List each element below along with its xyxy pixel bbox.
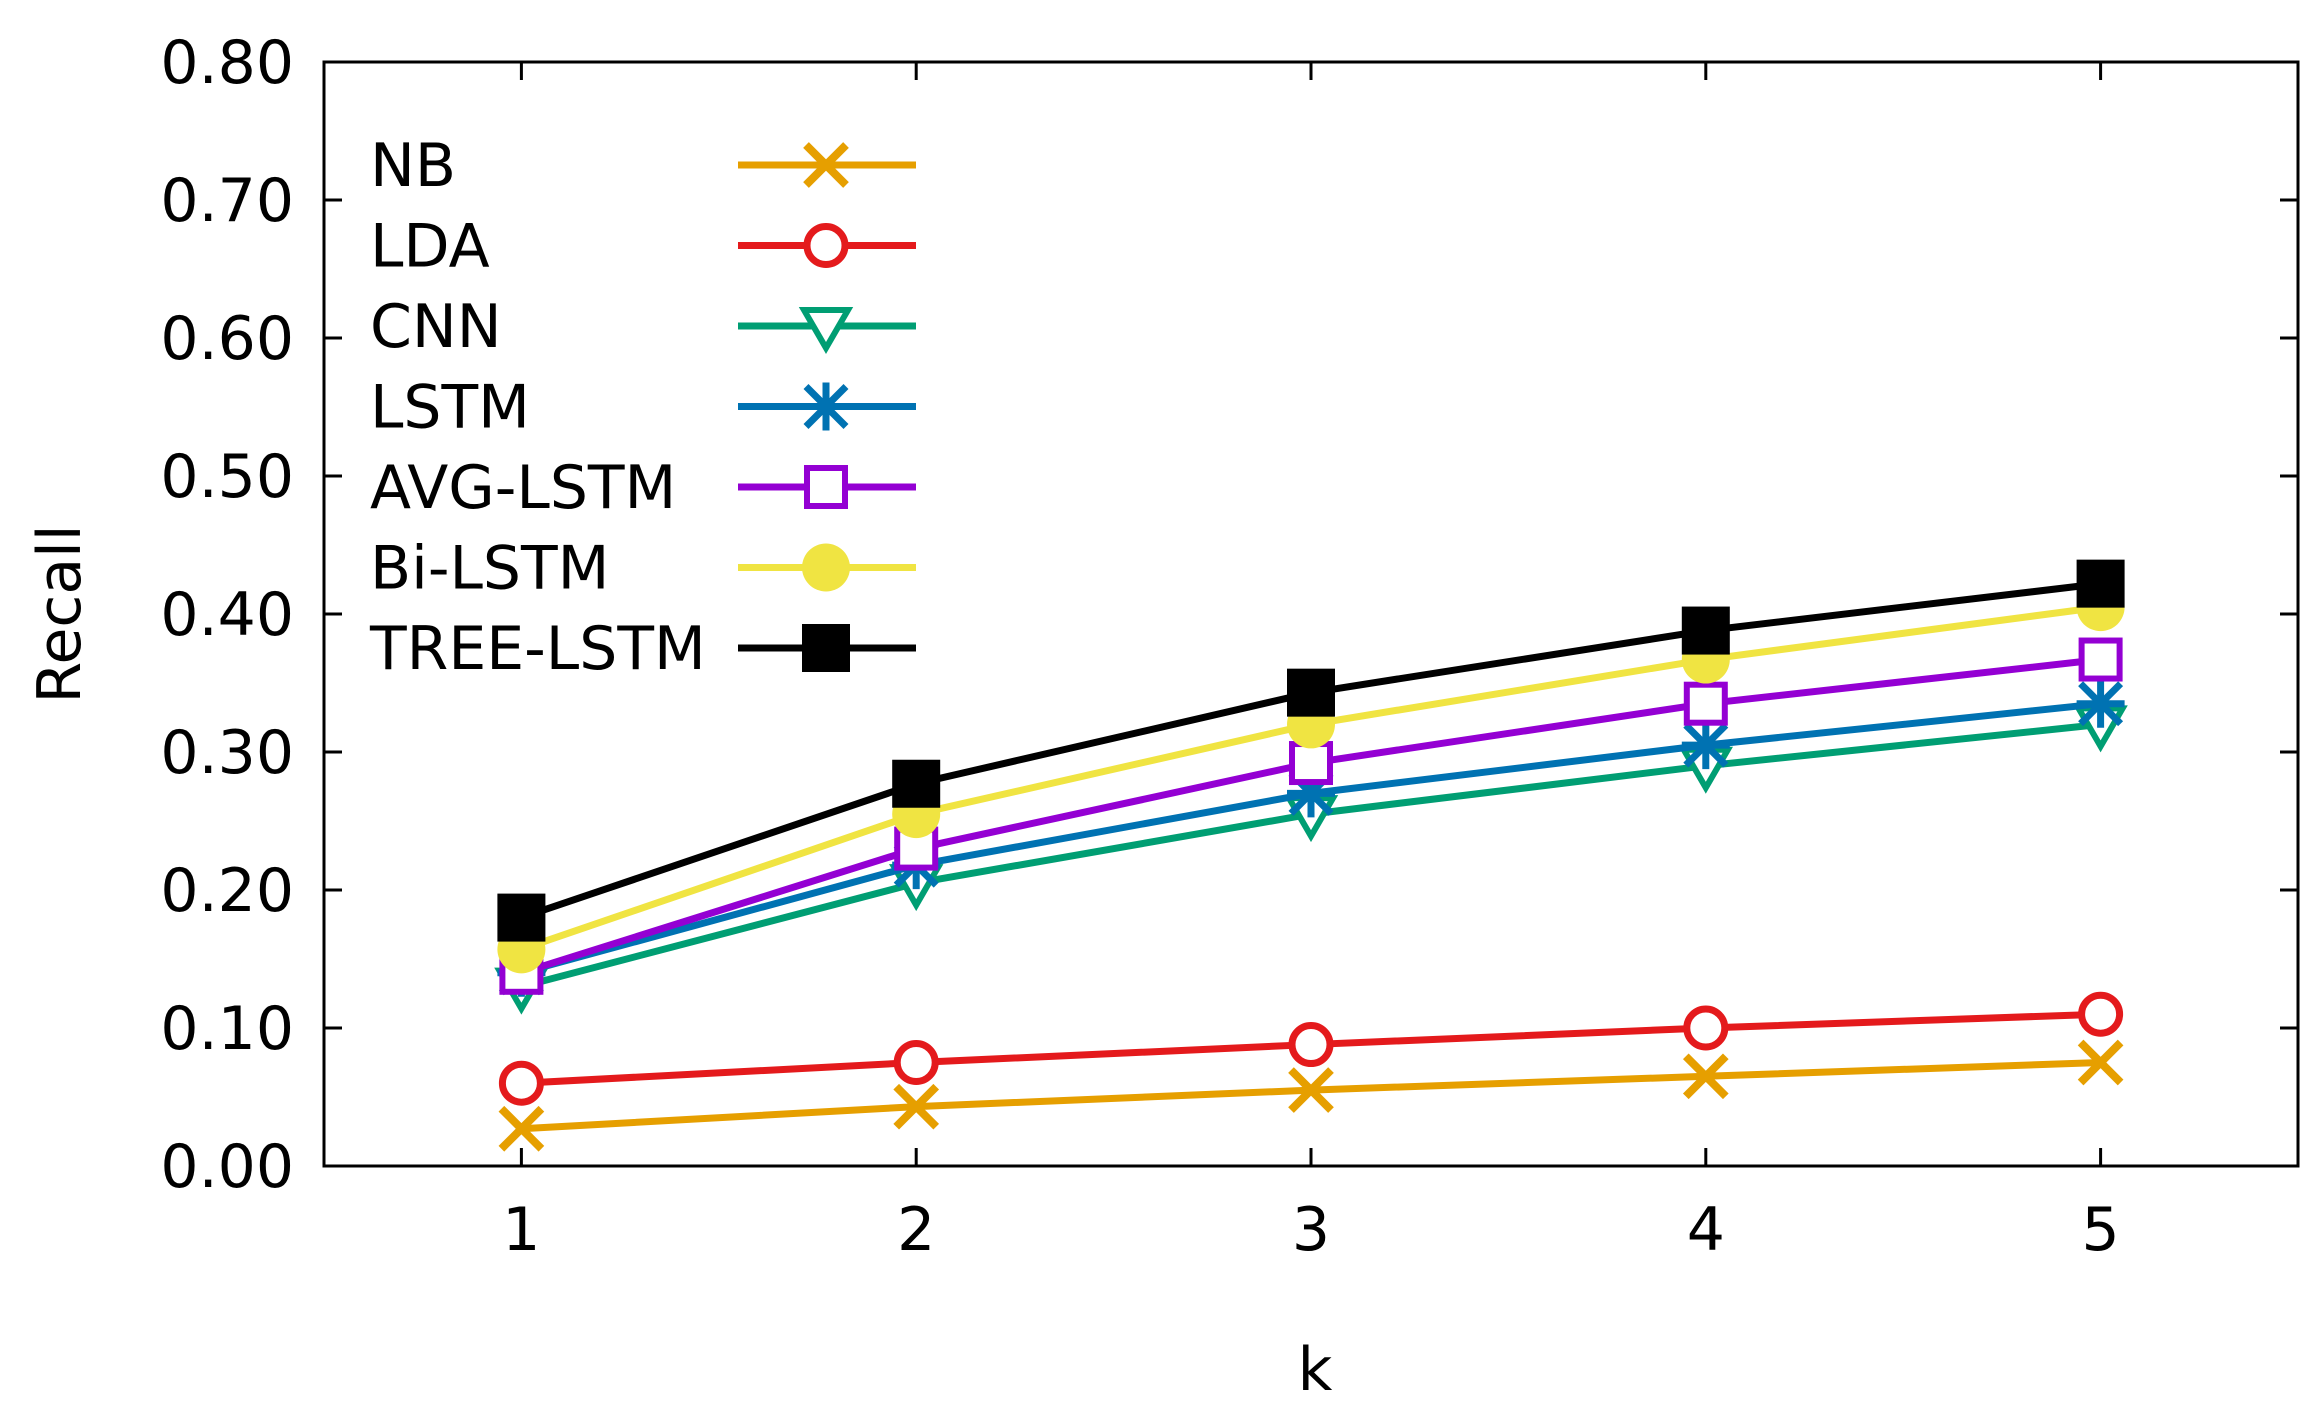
y-tick-label: 0.30 bbox=[160, 718, 294, 788]
legend-marker bbox=[802, 382, 850, 431]
marker-shape bbox=[1288, 1022, 1334, 1068]
y-tick-label: 0.50 bbox=[160, 442, 294, 512]
marker-shape bbox=[1683, 681, 1728, 726]
y-tick-label: 0.80 bbox=[160, 28, 294, 98]
series-lda bbox=[498, 991, 2124, 1106]
marker-stroke bbox=[803, 142, 849, 188]
legend-item: LSTM bbox=[370, 373, 916, 443]
y-tick-label: 0.10 bbox=[160, 994, 294, 1064]
marker-shape bbox=[2076, 559, 2125, 608]
x-tick-label: 3 bbox=[1292, 1195, 1330, 1265]
data-point bbox=[893, 1040, 939, 1085]
marker-shape bbox=[1289, 741, 1333, 786]
marker-shape bbox=[804, 465, 848, 509]
x-tick-label: 5 bbox=[2082, 1195, 2120, 1265]
marker-shape bbox=[1287, 668, 1335, 717]
y-tick-label: 0.60 bbox=[160, 304, 294, 374]
legend-item: Bi-LSTM bbox=[370, 534, 916, 604]
x-tick-label: 2 bbox=[897, 1195, 935, 1265]
data-point bbox=[1288, 1067, 1334, 1113]
y-axis: 0.00 0.10 0.20 0.30 0.40 0.50 0.60 0.70 0.80 bbox=[160, 28, 2298, 1202]
y-tick-label: 0.70 bbox=[160, 166, 294, 236]
x-axis-title: k bbox=[1298, 1335, 1333, 1402]
series-tree-lstm bbox=[497, 559, 2125, 942]
series-nb bbox=[498, 1039, 2124, 1152]
legend-label: AVG-LSTM bbox=[370, 453, 676, 523]
marker-shape bbox=[1681, 606, 1730, 655]
data-point bbox=[498, 1060, 544, 1106]
series-group bbox=[494, 559, 2128, 1152]
legend-marker bbox=[802, 543, 850, 592]
marker-shape bbox=[2078, 637, 2123, 682]
marker-stroke bbox=[498, 1105, 545, 1152]
marker-shape bbox=[798, 307, 854, 354]
data-point bbox=[2078, 637, 2123, 682]
data-point bbox=[2077, 1039, 2124, 1086]
data-point bbox=[2076, 679, 2125, 728]
legend-label: TREE-LSTM bbox=[369, 614, 706, 684]
data-point bbox=[498, 1105, 545, 1152]
y-tick-label: 0.20 bbox=[160, 856, 294, 926]
legend-label: Bi-LSTM bbox=[370, 534, 609, 604]
legend-label: LSTM bbox=[370, 373, 530, 443]
data-point bbox=[2078, 991, 2124, 1037]
y-tick-label: 0.00 bbox=[160, 1132, 294, 1202]
marker-stroke bbox=[893, 1083, 940, 1130]
legend-label: CNN bbox=[370, 292, 502, 362]
legend-marker bbox=[802, 624, 850, 672]
marker-shape bbox=[803, 223, 849, 268]
series-lstm bbox=[497, 679, 2125, 997]
marker-stroke bbox=[1682, 1053, 1729, 1100]
marker-shape bbox=[2078, 991, 2124, 1037]
legend-marker bbox=[803, 223, 849, 268]
marker-shape bbox=[802, 543, 850, 592]
legend-item: AVG-LSTM bbox=[370, 453, 916, 523]
legend-item: CNN bbox=[370, 292, 916, 362]
marker-shape bbox=[893, 1040, 939, 1085]
marker-shape bbox=[802, 624, 850, 672]
data-point bbox=[1681, 606, 1730, 655]
marker-stroke bbox=[2077, 1039, 2124, 1086]
data-point bbox=[1683, 1005, 1729, 1051]
legend-marker bbox=[798, 307, 854, 354]
data-point bbox=[1682, 1053, 1729, 1100]
marker-shape bbox=[498, 1060, 544, 1106]
legend-label: LDA bbox=[370, 212, 490, 282]
data-point bbox=[1683, 681, 1728, 726]
data-point bbox=[1287, 668, 1335, 717]
x-tick-label: 4 bbox=[1687, 1195, 1725, 1265]
y-tick-label: 0.40 bbox=[160, 580, 294, 650]
marker-shape bbox=[892, 759, 941, 808]
legend-item: LDA bbox=[370, 212, 916, 282]
data-point bbox=[2076, 559, 2125, 608]
data-point bbox=[1288, 1022, 1334, 1068]
marker-stroke bbox=[1288, 1067, 1334, 1113]
legend-marker bbox=[803, 142, 849, 188]
x-tick-label: 1 bbox=[502, 1195, 540, 1265]
legend-item: NB bbox=[370, 131, 916, 201]
x-axis: 1 2 3 4 5 bbox=[502, 62, 2120, 1265]
data-point bbox=[1289, 741, 1333, 786]
legend: NB LDA CNN LSTM AVG-LSTM Bi-LSTM TREE-LSTM bbox=[369, 131, 916, 684]
data-point bbox=[497, 893, 546, 942]
y-axis-title: Recall bbox=[25, 524, 95, 703]
legend-item: TREE-LSTM bbox=[369, 614, 916, 684]
marker-shape bbox=[1683, 1005, 1729, 1051]
data-point bbox=[893, 1083, 940, 1130]
legend-marker bbox=[804, 465, 848, 509]
legend-label: NB bbox=[370, 131, 456, 201]
marker-shape bbox=[497, 893, 546, 942]
data-point bbox=[892, 759, 941, 808]
data-point bbox=[1681, 721, 1730, 770]
